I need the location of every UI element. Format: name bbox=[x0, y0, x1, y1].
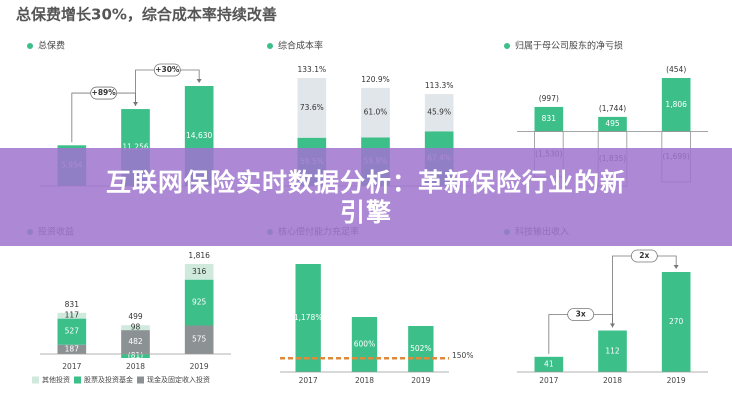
bar bbox=[361, 87, 390, 138]
total-label: 1,816 bbox=[188, 251, 210, 260]
total-label: 113.3% bbox=[425, 81, 454, 90]
annotation-box bbox=[567, 308, 595, 321]
value-label: (81) bbox=[128, 351, 143, 360]
legend-label: 股票及投资基金 bbox=[84, 375, 133, 384]
total-label: 499 bbox=[128, 312, 143, 321]
annotation-label: +30% bbox=[155, 65, 180, 74]
value-label: 41 bbox=[544, 359, 554, 368]
total-label: 120.9% bbox=[361, 75, 390, 84]
x-tick-label: 2017 bbox=[299, 376, 318, 385]
chart-title: 总保费 bbox=[38, 40, 65, 52]
value-label: 73.6% bbox=[300, 103, 324, 112]
value-label: 187 bbox=[65, 344, 80, 353]
reference-label: 150% bbox=[452, 351, 473, 360]
bar bbox=[57, 312, 87, 319]
value-label: 316 bbox=[192, 267, 207, 276]
annotation-label: 3x bbox=[576, 310, 586, 319]
bar bbox=[661, 272, 691, 372]
page-title: 总保费增长30%，综合成本率持续改善 bbox=[16, 6, 277, 24]
x-tick-label: 2019 bbox=[190, 362, 209, 371]
bar bbox=[184, 264, 214, 280]
bar bbox=[121, 330, 150, 354]
value-label: 925 bbox=[192, 298, 207, 307]
value-label: 112 bbox=[605, 346, 620, 355]
title-dot bbox=[267, 43, 273, 49]
legend-swatch bbox=[32, 376, 39, 384]
banner: 互联网保险实时数据分析：革新保险行业的新引擎 bbox=[0, 148, 732, 246]
bar bbox=[121, 325, 150, 331]
chart-title: 归属于母公司股东的净亏损 bbox=[515, 40, 623, 52]
value-label: 117 bbox=[65, 311, 80, 320]
bar bbox=[661, 78, 691, 132]
total-label: (454) bbox=[666, 65, 686, 74]
title-dot bbox=[27, 43, 33, 49]
value-label: 1,806 bbox=[665, 100, 687, 109]
value-label: 61.0% bbox=[364, 108, 388, 117]
total-label: (1,744) bbox=[599, 104, 626, 113]
bar bbox=[121, 353, 150, 358]
bar bbox=[598, 330, 627, 372]
bar bbox=[424, 94, 454, 132]
value-label: 831 bbox=[542, 114, 557, 123]
x-tick-label: 2019 bbox=[667, 376, 686, 385]
total-label: (997) bbox=[539, 94, 559, 103]
x-tick-label: 2019 bbox=[411, 376, 430, 385]
legend-label: 现金及固定收入投资 bbox=[147, 375, 210, 384]
value-label: 527 bbox=[65, 327, 80, 336]
title-dot bbox=[504, 43, 510, 49]
bar bbox=[57, 318, 87, 345]
bar bbox=[295, 264, 321, 372]
value-label: 575 bbox=[192, 335, 207, 344]
annotation-label: 2x bbox=[639, 251, 649, 260]
bar bbox=[297, 78, 327, 138]
annotation-box bbox=[90, 86, 118, 100]
bar bbox=[598, 116, 627, 132]
value-label: 45.9% bbox=[427, 108, 451, 117]
bar bbox=[534, 356, 564, 372]
value-label: 600% bbox=[354, 339, 375, 348]
bar bbox=[57, 344, 87, 354]
legend-swatch bbox=[137, 376, 144, 384]
value-label: 270 bbox=[669, 317, 684, 326]
value-label: 482 bbox=[128, 337, 143, 346]
arrow-head bbox=[196, 79, 202, 83]
bar bbox=[184, 325, 214, 354]
bar bbox=[351, 316, 378, 372]
x-tick-label: 2018 bbox=[355, 376, 374, 385]
annotation-box bbox=[153, 63, 181, 77]
arrow-head bbox=[673, 265, 679, 269]
total-label: 831 bbox=[65, 300, 80, 309]
legend-label: 其他投资 bbox=[42, 375, 70, 384]
x-tick-label: 2017 bbox=[62, 362, 81, 371]
value-label: 11,256 bbox=[122, 143, 148, 152]
annotation-box bbox=[630, 249, 658, 263]
x-tick-label: 2018 bbox=[126, 362, 145, 371]
x-tick-label: 2017 bbox=[539, 376, 558, 385]
annotation-label: +89% bbox=[92, 88, 117, 97]
bar bbox=[534, 106, 564, 132]
bar bbox=[408, 325, 434, 372]
value-label: 14,630 bbox=[186, 131, 212, 140]
bar bbox=[184, 279, 214, 326]
total-label: 133.1% bbox=[298, 65, 327, 74]
value-label: 98 bbox=[131, 323, 141, 332]
value-label: 502% bbox=[410, 344, 431, 353]
legend-swatch bbox=[74, 376, 81, 384]
value-label: 1,178% bbox=[294, 313, 323, 322]
x-tick-label: 2018 bbox=[603, 376, 622, 385]
value-label: 495 bbox=[605, 119, 620, 128]
chart-title: 综合成本率 bbox=[278, 40, 323, 52]
